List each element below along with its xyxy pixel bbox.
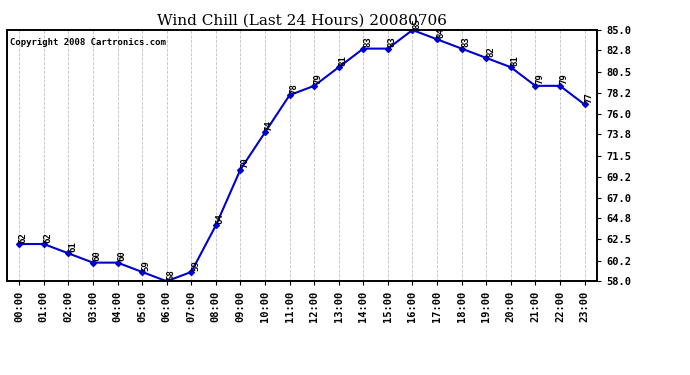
Text: 70: 70: [240, 158, 249, 168]
Text: 81: 81: [511, 55, 520, 66]
Text: 79: 79: [560, 74, 569, 84]
Text: 81: 81: [338, 55, 347, 66]
Text: 82: 82: [486, 46, 495, 57]
Text: 77: 77: [584, 92, 593, 103]
Text: 85: 85: [412, 18, 421, 28]
Text: 59: 59: [191, 260, 200, 270]
Text: 60: 60: [92, 251, 101, 261]
Title: Wind Chill (Last 24 Hours) 20080706: Wind Chill (Last 24 Hours) 20080706: [157, 13, 447, 27]
Text: 78: 78: [289, 83, 298, 94]
Text: 64: 64: [215, 213, 224, 224]
Text: 61: 61: [68, 241, 77, 252]
Text: 60: 60: [117, 251, 126, 261]
Text: 74: 74: [265, 120, 274, 131]
Text: Copyright 2008 Cartronics.com: Copyright 2008 Cartronics.com: [10, 38, 166, 46]
Text: 83: 83: [363, 36, 372, 47]
Text: 79: 79: [314, 74, 323, 84]
Text: 62: 62: [43, 232, 52, 243]
Text: 58: 58: [166, 269, 175, 280]
Text: 79: 79: [535, 74, 544, 84]
Text: 62: 62: [19, 232, 28, 243]
Text: 83: 83: [462, 36, 471, 47]
Text: 83: 83: [388, 36, 397, 47]
Text: 84: 84: [437, 27, 446, 38]
Text: 59: 59: [141, 260, 150, 270]
